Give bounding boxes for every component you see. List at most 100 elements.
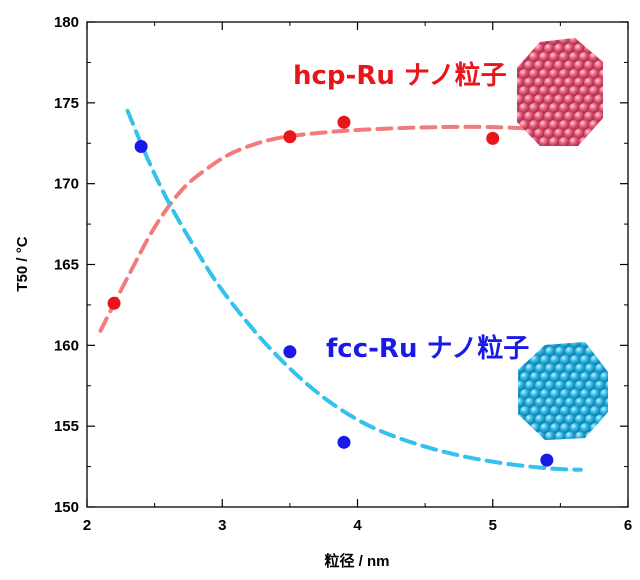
atom-sphere (535, 380, 545, 391)
atom-sphere (530, 355, 540, 365)
atom-sphere (560, 342, 570, 348)
atom-sphere (570, 372, 580, 382)
atom-sphere (554, 128, 564, 139)
atom-sphere (569, 103, 579, 113)
atom-sphere (554, 94, 564, 105)
atom-sphere (574, 60, 584, 71)
atom-sphere (550, 423, 560, 433)
atom-sphere (524, 111, 534, 122)
fcc-data-point (337, 435, 351, 449)
atom-sphere (580, 389, 590, 399)
atom-sphere (599, 103, 603, 113)
atom-sphere (518, 431, 525, 440)
atom-sphere (569, 86, 579, 96)
x-tick-label: 3 (218, 517, 226, 534)
atom-sphere (595, 346, 605, 357)
atom-sphere (517, 86, 519, 96)
atom-sphere (605, 346, 608, 357)
atom-sphere (559, 120, 569, 130)
atom-sphere (529, 137, 539, 146)
atom-sphere (584, 111, 594, 122)
atom-sphere (574, 94, 584, 105)
atom-sphere (525, 380, 535, 391)
atom-sphere (550, 389, 560, 399)
atom-sphere (560, 423, 570, 433)
atom-sphere (594, 128, 603, 139)
atom-sphere (575, 363, 585, 374)
atom-sphere (565, 380, 575, 391)
atom-sphere (585, 380, 595, 391)
atom-sphere (519, 69, 529, 79)
y-tick-label: 155 (54, 418, 79, 435)
hcp-data-point (283, 130, 297, 144)
atom-sphere (520, 389, 530, 399)
atom-sphere (540, 423, 550, 433)
atom-sphere (595, 397, 605, 408)
atom-sphere (544, 43, 554, 54)
atom-sphere (599, 38, 603, 45)
atom-sphere (534, 128, 544, 139)
atom-sphere (569, 137, 579, 146)
atom-sphere (599, 120, 603, 130)
atom-sphere (584, 94, 594, 105)
atom-sphere (545, 431, 555, 440)
atom-sphere (559, 86, 569, 96)
atom-sphere (555, 431, 565, 440)
atom-sphere (589, 38, 599, 45)
atom-sphere (585, 397, 595, 408)
atom-sphere (584, 43, 594, 54)
atom-sphere (584, 128, 594, 139)
atom-sphere (517, 94, 524, 105)
atom-sphere (599, 69, 603, 79)
atom-sphere (549, 137, 559, 146)
atom-sphere (525, 363, 535, 374)
atom-sphere (544, 77, 554, 88)
atom-sphere (555, 346, 565, 357)
atom-sphere (529, 120, 539, 130)
atom-sphere (540, 406, 550, 416)
axis-ticks (86, 21, 629, 508)
atom-sphere (589, 86, 599, 96)
atom-sphere (517, 69, 519, 79)
atom-sphere (517, 137, 519, 146)
atom-sphere (529, 38, 539, 45)
atom-sphere (550, 355, 560, 365)
atom-sphere (565, 397, 575, 408)
atom-sphere (594, 111, 603, 122)
fcc-series-label: fcc-Ru ナノ粒子 (326, 333, 529, 364)
atom-sphere (605, 431, 608, 440)
atom-sphere (579, 38, 589, 45)
atom-sphere (579, 69, 589, 79)
atom-sphere (524, 77, 534, 88)
hcp-series-label: hcp-Ru ナノ粒子 (293, 60, 507, 91)
atom-sphere (517, 43, 524, 54)
atom-sphere (584, 60, 594, 71)
fcc-data-point (283, 345, 297, 359)
atom-sphere (565, 363, 575, 374)
atom-sphere (595, 363, 605, 374)
atom-sphere (574, 111, 584, 122)
atom-sphere (579, 52, 589, 62)
atom-sphere (530, 423, 540, 433)
atom-sphere (539, 103, 549, 113)
hcp-data-point (486, 131, 500, 145)
y-tick-label: 160 (54, 337, 79, 354)
atom-sphere (539, 137, 549, 146)
atom-sphere (518, 397, 525, 408)
atom-sphere (524, 60, 534, 71)
atom-sphere (575, 346, 585, 357)
atom-sphere (534, 77, 544, 88)
atom-sphere (545, 363, 555, 374)
atom-sphere (600, 372, 608, 382)
x-axis-title: 粒径 / nm (324, 552, 389, 570)
atom-sphere (539, 120, 549, 130)
atom-sphere (520, 406, 530, 416)
atom-sphere (559, 38, 569, 45)
atom-sphere (564, 94, 574, 105)
atom-sphere (550, 406, 560, 416)
atom-sphere (579, 103, 589, 113)
atom-sphere (600, 389, 608, 399)
atom-sphere (540, 342, 550, 348)
atom-sphere (560, 355, 570, 365)
